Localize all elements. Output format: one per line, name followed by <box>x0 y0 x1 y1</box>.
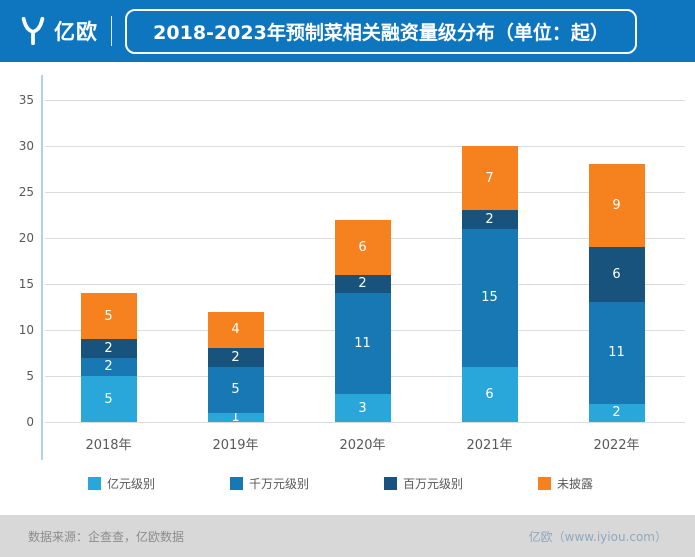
bar-segment-2-1: 11 <box>334 293 391 395</box>
legend-label-2: 百万元级别 <box>402 476 463 491</box>
bar-segment-1-1: 5 <box>207 366 264 413</box>
bar-segment-2-0: 3 <box>334 394 391 422</box>
bar-segment-0-1: 2 <box>80 357 137 376</box>
header-banner: 亿欧 2018-2023年预制菜相关融资量级分布（单位：起） <box>0 0 695 62</box>
bar-segment-4-1: 11 <box>588 302 645 404</box>
bar-segment-3-2: 2 <box>461 210 518 229</box>
bar-segment-1-2: 2 <box>207 348 264 367</box>
y-axis-tick-30: 30 <box>18 139 34 153</box>
chart-area: 亿元级别 千万元级别 百万元级别 未披露 0 5 10 15 20 25 30 35 5 2 2 5 2018… <box>0 62 695 515</box>
bar-segment-1-0: 1 <box>207 410 264 425</box>
title-box: 2018-2023年预制菜相关融资量级分布（单位：起） <box>125 8 637 54</box>
legend-swatch-2 <box>383 476 397 490</box>
x-axis-label-2: 2020年 <box>339 438 386 453</box>
bar-segment-3-0: 6 <box>461 366 518 422</box>
gridline-0 <box>45 422 685 423</box>
bar-segment-4-2: 6 <box>588 247 645 303</box>
y-axis-tick-15: 15 <box>18 277 34 291</box>
bar-segment-4-0: 2 <box>588 403 645 422</box>
y-axis-tick-20: 20 <box>18 231 34 245</box>
footer: 数据来源：企查查，亿欧数据 亿欧（www.iyiou.com） <box>0 515 695 557</box>
bar-segment-2-2: 2 <box>334 274 391 294</box>
gridline-30 <box>45 146 685 147</box>
x-axis-label-1: 2019年 <box>212 438 259 453</box>
data-source: 数据来源：企查查，亿欧数据 <box>28 529 185 544</box>
brand: 亿欧 <box>18 16 98 46</box>
legend-item-2: 百万元级别 <box>383 475 463 492</box>
yiou-logo-icon <box>18 16 48 46</box>
y-axis-line <box>41 75 43 460</box>
x-axis-label-4: 2022年 <box>593 438 640 453</box>
legend-item-0: 亿元级别 <box>88 475 155 492</box>
legend-label-0: 亿元级别 <box>107 476 156 491</box>
y-axis-tick-35: 35 <box>18 93 34 107</box>
gridline-25 <box>45 192 685 193</box>
header-divider <box>111 16 112 46</box>
y-axis-tick-25: 25 <box>18 185 34 199</box>
legend-swatch-0 <box>88 476 101 490</box>
legend-swatch-1 <box>229 476 243 490</box>
y-axis-tick-10: 10 <box>18 323 34 337</box>
bar-segment-3-3: 7 <box>461 146 518 211</box>
legend-item-3: 未披露 <box>537 475 593 492</box>
bar-segment-3-1: 15 <box>461 228 518 367</box>
gridline-35 <box>45 100 685 101</box>
legend: 亿元级别 千万元级别 百万元级别 未披露 <box>88 474 593 492</box>
bar-segment-4-3: 9 <box>588 164 645 248</box>
y-axis-tick-0: 0 <box>26 415 34 429</box>
brand-name: 亿欧 <box>54 20 98 44</box>
site-credit: 亿欧（www.iyiou.com） <box>528 529 667 544</box>
bar-segment-0-0: 5 <box>80 376 137 422</box>
bar-segment-2-3: 6 <box>334 219 391 275</box>
legend-item-1: 千万元级别 <box>229 475 309 492</box>
page-title: 2018-2023年预制菜相关融资量级分布（单位：起） <box>153 21 609 44</box>
x-axis-label-3: 2021年 <box>466 438 513 453</box>
legend-swatch-3 <box>537 476 551 490</box>
bar-segment-0-2: 2 <box>80 339 137 358</box>
bar-segment-0-3: 5 <box>80 293 137 340</box>
x-axis-label-0: 2018年 <box>85 438 132 453</box>
legend-label-3: 未披露 <box>556 476 593 491</box>
legend-label-1: 千万元级别 <box>248 476 309 491</box>
bar-segment-1-3: 4 <box>207 311 264 349</box>
y-axis-tick-5: 5 <box>26 369 34 383</box>
